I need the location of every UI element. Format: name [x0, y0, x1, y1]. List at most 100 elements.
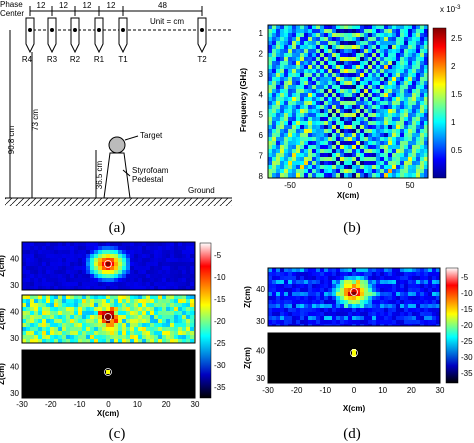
- heatmap-cell: [288, 85, 293, 90]
- y-axis-label: Z(cm): [243, 347, 252, 369]
- heatmap-cell: [98, 315, 103, 320]
- heatmap-cell: [360, 141, 365, 146]
- heatmap-cell: [324, 97, 329, 102]
- heatmap-cell: [288, 312, 293, 317]
- heatmap-cell: [332, 85, 337, 90]
- heatmap-cell: [400, 109, 405, 114]
- heatmap-cell: [320, 312, 325, 317]
- heatmap-cell: [340, 85, 345, 90]
- heatmap-cell: [272, 41, 277, 46]
- heatmap-cell: [356, 272, 361, 277]
- antenna-label: R1: [94, 55, 105, 64]
- heatmap-cell: [94, 323, 99, 328]
- heatmap-cell: [126, 370, 131, 375]
- heatmap-cell: [34, 254, 39, 259]
- heatmap-cell: [396, 349, 401, 354]
- heatmap-cell: [110, 262, 115, 267]
- heatmap-cell: [114, 358, 119, 363]
- heatmap-cell: [340, 101, 345, 106]
- heatmap-cell: [320, 125, 325, 130]
- heatmap-cell: [54, 303, 59, 308]
- heatmap-cell: [296, 117, 301, 122]
- heatmap-cell: [46, 394, 51, 398]
- heatmap-cell: [404, 300, 409, 305]
- heatmap-cell: [428, 288, 433, 293]
- heatmap-cell: [312, 45, 317, 50]
- heatmap-cell: [300, 45, 305, 50]
- heatmap-cell: [392, 101, 397, 106]
- colorbar-tick-label: -10: [214, 273, 226, 282]
- heatmap-cell: [276, 373, 281, 378]
- y-axis-label: Frequency (GHz): [239, 68, 248, 132]
- heatmap-cell: [142, 378, 147, 383]
- heatmap-cell: [368, 316, 373, 321]
- heatmap-cell: [316, 316, 321, 321]
- heatmap-cell: [340, 320, 345, 325]
- heatmap-cell: [122, 286, 127, 290]
- heatmap-cell: [134, 339, 139, 343]
- heatmap-cell: [328, 61, 333, 66]
- heatmap-cell: [340, 333, 345, 338]
- heatmap-cell: [114, 323, 119, 328]
- heatmap-cell: [268, 113, 273, 118]
- heatmap-cell: [288, 272, 293, 277]
- heatmap-cell: [292, 153, 297, 158]
- heatmap-cell: [174, 242, 179, 247]
- heatmap-cell: [178, 274, 183, 279]
- heatmap-cell: [404, 153, 409, 158]
- heatmap-cell: [118, 311, 123, 316]
- heatmap-cell: [46, 327, 51, 332]
- heatmap-cell: [388, 145, 393, 150]
- heatmap-cell: [42, 366, 47, 371]
- heatmap-cell: [368, 173, 373, 178]
- heatmap-cell: [170, 386, 175, 391]
- heatmap-cell: [312, 97, 317, 102]
- heatmap-cell: [154, 350, 159, 355]
- heatmap-cell: [126, 374, 131, 379]
- heatmap-cell: [336, 312, 341, 317]
- colorbar-tick-label: -5: [214, 251, 222, 260]
- heatmap-cell: [336, 361, 341, 366]
- heatmap-cell: [324, 121, 329, 126]
- heatmap-cell: [368, 280, 373, 285]
- heatmap-cell: [30, 319, 35, 324]
- heatmap-cell: [372, 125, 377, 130]
- heatmap-cell: [272, 129, 277, 134]
- heatmap-cell: [142, 286, 147, 290]
- heatmap-cell: [170, 350, 175, 355]
- heatmap-cell: [158, 250, 163, 255]
- heatmap-cell: [352, 141, 357, 146]
- heatmap-cell: [74, 339, 79, 343]
- heatmap-cell: [376, 284, 381, 289]
- heatmap-cell: [380, 41, 385, 46]
- heatmap-cell: [30, 323, 35, 328]
- heatmap-cell: [328, 41, 333, 46]
- heatmap-cell: [428, 300, 433, 305]
- heatmap-cell: [126, 319, 131, 324]
- heatmap-cell: [268, 308, 273, 313]
- heatmap-cell: [360, 361, 365, 366]
- heatmap-cell: [380, 117, 385, 122]
- heatmap-cell: [66, 274, 71, 279]
- heatmap-cell: [424, 173, 429, 178]
- heatmap-cell: [388, 337, 393, 342]
- heatmap-cell: [98, 382, 103, 387]
- heatmap-cell: [316, 85, 321, 90]
- heatmap-cell: [344, 81, 349, 86]
- heatmap-cell: [380, 268, 385, 273]
- heatmap-cell: [102, 270, 107, 275]
- heatmap-cell: [146, 295, 151, 300]
- heatmap-cell: [396, 284, 401, 289]
- heatmap-cell: [58, 266, 63, 271]
- heatmap-cell: [190, 362, 195, 367]
- heatmap-cell: [300, 37, 305, 42]
- heatmap-cell: [368, 165, 373, 170]
- heatmap-cell: [154, 266, 159, 271]
- heatmap-cell: [352, 165, 357, 170]
- heatmap-cell: [114, 270, 119, 275]
- heatmap-cell: [288, 53, 293, 58]
- heatmap-cell: [436, 312, 440, 317]
- heatmap-cell: [332, 69, 337, 74]
- heatmap-cell: [268, 85, 273, 90]
- heatmap-cell: [388, 53, 393, 58]
